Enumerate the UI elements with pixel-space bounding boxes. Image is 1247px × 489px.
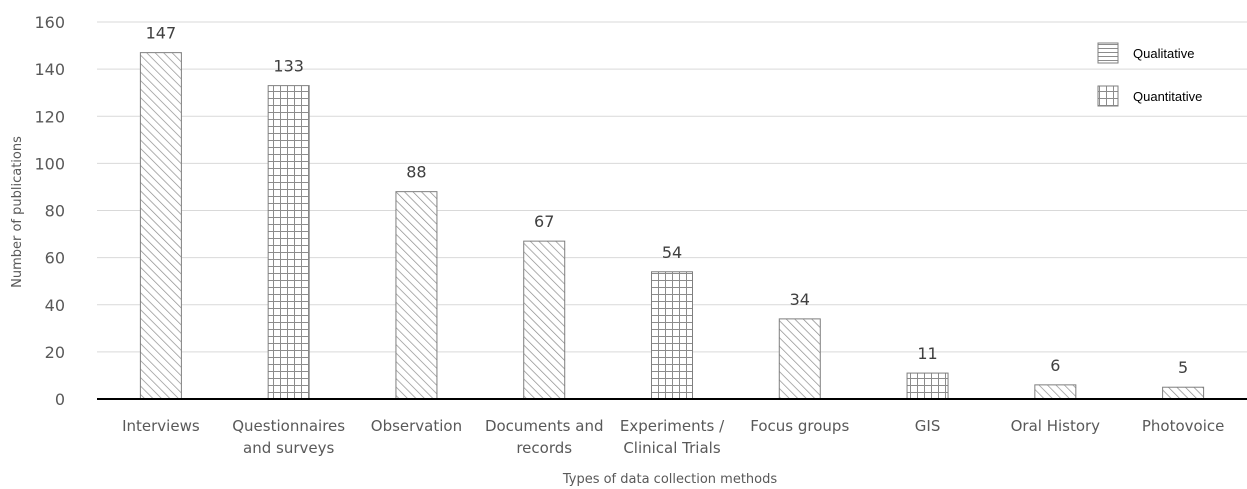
data-labels: 147 133 88 67 54 34 11 6 5 [146, 24, 1189, 378]
data-label: 5 [1178, 358, 1188, 377]
y-tick-label: 100 [34, 154, 65, 173]
x-category-label: records [516, 439, 572, 457]
y-axis-title: Number of publications [10, 136, 25, 288]
bars [139, 52, 1205, 400]
y-tick-label: 140 [34, 60, 65, 79]
x-category-label: GIS [915, 417, 941, 435]
data-label: 88 [406, 163, 426, 182]
x-category-label: Observation [371, 417, 462, 435]
data-label: 133 [273, 57, 304, 76]
y-tick-label: 20 [45, 343, 65, 362]
y-tick-label: 160 [34, 13, 65, 32]
x-category-label: Clinical Trials [623, 439, 721, 457]
legend-label: Quantitative [1133, 89, 1202, 104]
x-category-label: Focus groups [750, 417, 849, 435]
bar [523, 240, 566, 400]
data-label: 34 [790, 290, 810, 309]
bar [778, 318, 821, 400]
y-tick-label: 80 [45, 202, 65, 221]
legend: Qualitative Quantitative [1097, 42, 1202, 107]
data-label: 54 [662, 243, 682, 262]
y-tick-label: 60 [45, 249, 65, 268]
y-tick-label: 120 [34, 107, 65, 126]
x-category-label: Oral History [1011, 417, 1101, 435]
x-category-label: Experiments / [620, 417, 725, 435]
bar [651, 271, 693, 400]
x-axis-category-labels: Interviews Questionnaires and surveys Obser… [122, 417, 1224, 457]
bar [1034, 384, 1077, 400]
bar [906, 372, 949, 400]
bar [1162, 386, 1205, 400]
y-axis-tick-labels: 0 20 40 60 80 100 120 140 160 [34, 13, 65, 409]
x-category-label: and surveys [243, 439, 334, 457]
legend-swatch [1097, 85, 1119, 107]
x-category-label: Photovoice [1142, 417, 1225, 435]
x-category-label: Questionnaires [232, 417, 345, 435]
data-label: 11 [917, 344, 937, 363]
data-label: 147 [146, 24, 177, 43]
legend-swatch [1097, 42, 1119, 64]
x-category-label: Documents and [485, 417, 604, 435]
x-category-label: Interviews [122, 417, 200, 435]
bar [139, 52, 182, 400]
data-label: 67 [534, 212, 554, 231]
data-label: 6 [1050, 356, 1060, 375]
bar [267, 85, 310, 400]
legend-label: Qualitative [1133, 46, 1194, 61]
bar [395, 191, 438, 400]
y-tick-label: 40 [45, 296, 65, 315]
y-tick-label: 0 [55, 390, 65, 409]
x-axis-title: Types of data collection methods [562, 472, 778, 487]
